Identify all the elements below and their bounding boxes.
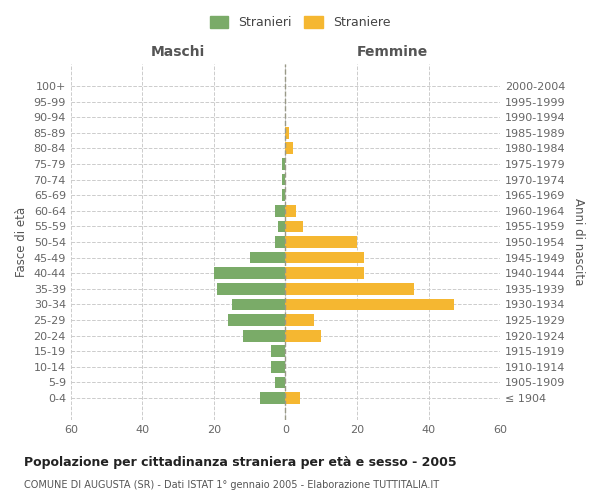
- Bar: [286, 142, 293, 154]
- Bar: [275, 236, 286, 248]
- Bar: [286, 236, 357, 248]
- Bar: [250, 252, 286, 264]
- Bar: [217, 283, 286, 294]
- Bar: [260, 392, 286, 404]
- Bar: [232, 298, 286, 310]
- Bar: [286, 330, 321, 342]
- Bar: [286, 268, 364, 279]
- Text: Popolazione per cittadinanza straniera per età e sesso - 2005: Popolazione per cittadinanza straniera p…: [24, 456, 457, 469]
- Bar: [228, 314, 286, 326]
- Bar: [286, 392, 300, 404]
- Y-axis label: Fasce di età: Fasce di età: [15, 207, 28, 277]
- Bar: [282, 158, 286, 170]
- Bar: [271, 361, 286, 372]
- Bar: [275, 205, 286, 216]
- Bar: [286, 298, 454, 310]
- Bar: [286, 205, 296, 216]
- Text: COMUNE DI AUGUSTA (SR) - Dati ISTAT 1° gennaio 2005 - Elaborazione TUTTITALIA.IT: COMUNE DI AUGUSTA (SR) - Dati ISTAT 1° g…: [24, 480, 439, 490]
- Bar: [282, 174, 286, 186]
- Bar: [286, 127, 289, 138]
- Bar: [286, 283, 414, 294]
- Bar: [286, 252, 364, 264]
- Y-axis label: Anni di nascita: Anni di nascita: [572, 198, 585, 286]
- Bar: [271, 346, 286, 357]
- Bar: [275, 376, 286, 388]
- Bar: [278, 220, 286, 232]
- Bar: [242, 330, 286, 342]
- Legend: Stranieri, Straniere: Stranieri, Straniere: [205, 11, 395, 34]
- Bar: [282, 190, 286, 201]
- Bar: [286, 220, 304, 232]
- Bar: [286, 314, 314, 326]
- Bar: [214, 268, 286, 279]
